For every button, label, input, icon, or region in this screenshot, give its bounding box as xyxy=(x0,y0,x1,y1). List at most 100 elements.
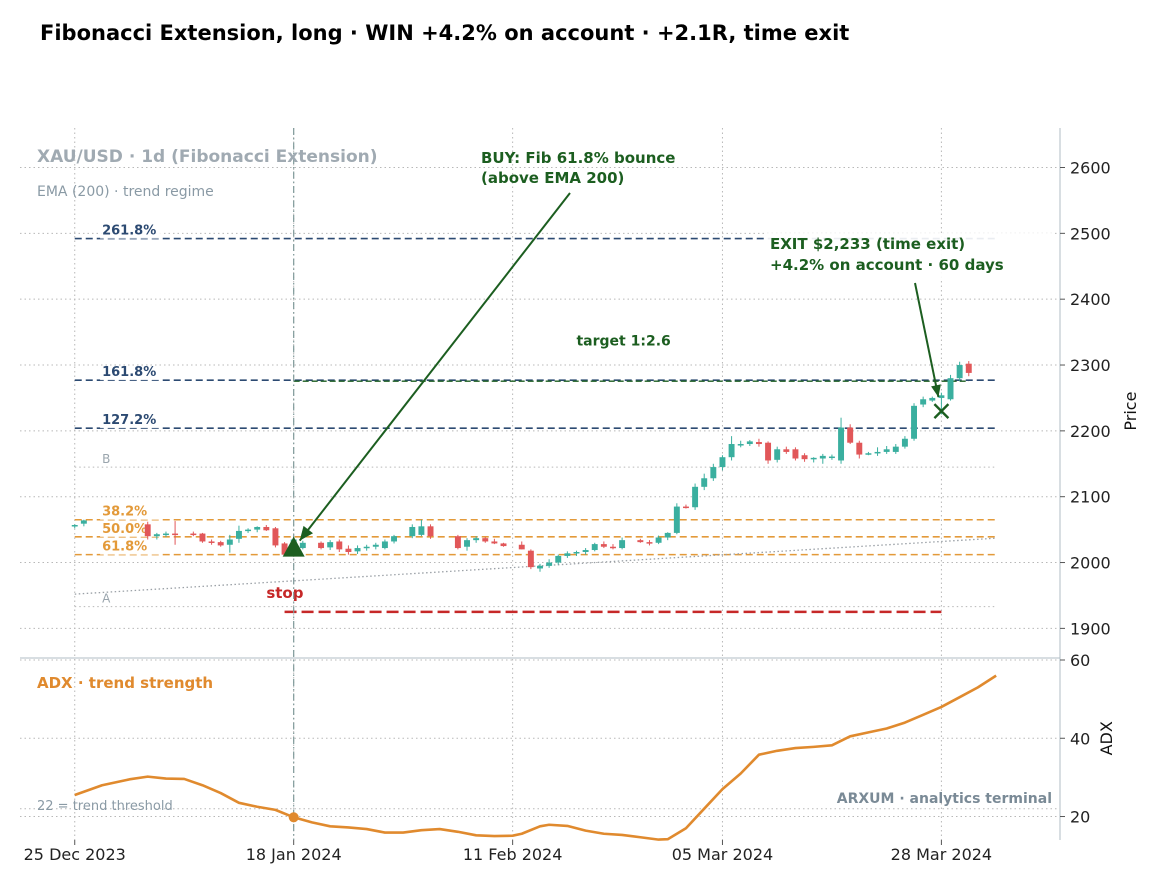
candle-body xyxy=(372,544,379,547)
price-y-tick-label: 2100 xyxy=(1070,488,1111,507)
candle-body xyxy=(527,550,534,568)
candle-body xyxy=(801,455,808,460)
fib-levels: 261.8% 161.8% 127.2% 38.2% 50.0% 61.8% B Atarge… xyxy=(74,224,997,614)
candle-body xyxy=(464,540,470,547)
candle-body xyxy=(454,536,461,549)
candle-body xyxy=(427,526,434,537)
adx-panel: 20 40 60 ADX 22 = trend threshold ADX · trend… xyxy=(20,651,1116,841)
candle-body xyxy=(774,449,781,460)
adx-series-line xyxy=(74,674,997,841)
candle-body xyxy=(163,533,169,536)
candle-body xyxy=(673,506,680,533)
exit-marker-b xyxy=(933,403,950,419)
candle-body xyxy=(874,451,881,454)
adx-y-tick-label: 60 xyxy=(1070,651,1090,670)
entry-label-line1: BUY: Fib 61.8% bounce xyxy=(481,149,675,167)
candle-body xyxy=(546,562,553,566)
candle-body xyxy=(518,544,525,550)
candle-body xyxy=(381,541,388,549)
x-tick-label: 05 Mar 2024 xyxy=(672,845,773,864)
stop-label: stop xyxy=(266,584,303,602)
exit-label-line2: +4.2% on account · 60 days xyxy=(770,256,1004,274)
candle-body xyxy=(920,399,927,405)
candle-body xyxy=(172,533,179,536)
candle-body xyxy=(956,365,963,379)
candle-body xyxy=(883,449,890,452)
candle-body xyxy=(819,455,826,459)
candle-body xyxy=(600,544,607,547)
candle-body xyxy=(354,548,361,552)
fib-level-label: 127.2% xyxy=(102,413,156,428)
adx-y-tick-label: 40 xyxy=(1070,729,1090,748)
candle-body xyxy=(254,526,261,530)
candle-body xyxy=(208,541,215,543)
x-tick-label: 18 Jan 2024 xyxy=(246,845,342,864)
price-panel-title: XAU/USD · 1d (Fibonacci Extension) xyxy=(37,147,378,167)
fib-label-bg xyxy=(100,224,163,239)
candle-body xyxy=(728,444,735,458)
candle-body xyxy=(865,453,872,455)
candle-body xyxy=(591,544,598,551)
pivot-label: B xyxy=(102,452,110,466)
candle-body xyxy=(226,539,233,545)
candle-body xyxy=(299,542,306,549)
candle-body xyxy=(491,541,498,544)
exit-arrow-head xyxy=(931,384,941,398)
price-y-tick-label: 2000 xyxy=(1070,554,1111,573)
price-y-tick-label: 2300 xyxy=(1070,356,1111,375)
candle-body xyxy=(701,478,708,487)
candle-body xyxy=(144,524,151,537)
x-tick-label: 28 Mar 2024 xyxy=(891,845,992,864)
chart-title: Fibonacci Extension, long · WIN +4.2% on… xyxy=(40,21,849,45)
candle-body xyxy=(281,543,288,555)
candle-body xyxy=(856,442,863,455)
price-y-label: Price xyxy=(1121,392,1140,431)
exit-label-line1: EXIT $2,233 (time exit) xyxy=(770,235,965,253)
ema-label: EMA (200) · trend regime xyxy=(37,184,214,200)
candle-body xyxy=(683,506,689,509)
fib-label-bg xyxy=(100,505,163,520)
adx-panel-title: ADX · trend strength xyxy=(37,674,213,692)
candle-body xyxy=(938,395,945,398)
fib-level-label: 38.2% xyxy=(102,505,147,520)
axes: 1900 2000 2100 2200 2300 2400 2500 2600 Price 25 … xyxy=(20,128,1140,864)
candle-body xyxy=(345,548,352,552)
candle-body xyxy=(783,449,790,452)
candle-body xyxy=(153,534,160,537)
entry-marker xyxy=(282,536,305,557)
candle-body xyxy=(664,532,671,538)
candle-body xyxy=(737,444,744,446)
candle-body xyxy=(810,457,817,460)
x-tick-label: 25 Dec 2023 xyxy=(24,845,126,864)
candle-body xyxy=(710,467,717,479)
candle-body xyxy=(327,542,334,548)
fib-level-label: 161.8% xyxy=(102,365,156,380)
candle-body xyxy=(719,457,726,468)
price-y-tick-label: 2400 xyxy=(1070,290,1111,309)
candle-body xyxy=(929,397,936,401)
candle-body xyxy=(610,546,616,549)
grid xyxy=(20,128,1060,840)
ema-200-line xyxy=(74,537,997,595)
fib-label-bg xyxy=(100,540,163,555)
adx-y-tick-label: 20 xyxy=(1070,808,1090,827)
candle-body xyxy=(965,363,972,373)
candle-body xyxy=(792,449,799,459)
candle-body xyxy=(500,543,507,547)
entry-arrow-head xyxy=(299,525,314,541)
candle-body xyxy=(263,526,270,531)
candle-body xyxy=(473,538,480,541)
watermark: ARXUM · analytics terminal xyxy=(837,791,1052,807)
exit-label-bg xyxy=(765,233,1055,281)
adx-threshold-label: 22 = trend threshold xyxy=(37,799,173,814)
candle-body xyxy=(582,550,589,552)
fib-label-bg xyxy=(100,366,163,381)
candle-body xyxy=(892,446,899,452)
candle-body xyxy=(482,538,489,542)
fib-level-label: 61.8% xyxy=(102,540,147,555)
pivot-label: A xyxy=(102,592,111,606)
fib-level-label: 261.8% xyxy=(102,224,156,239)
candle-body xyxy=(71,525,78,527)
fib-label-bg xyxy=(100,414,163,429)
